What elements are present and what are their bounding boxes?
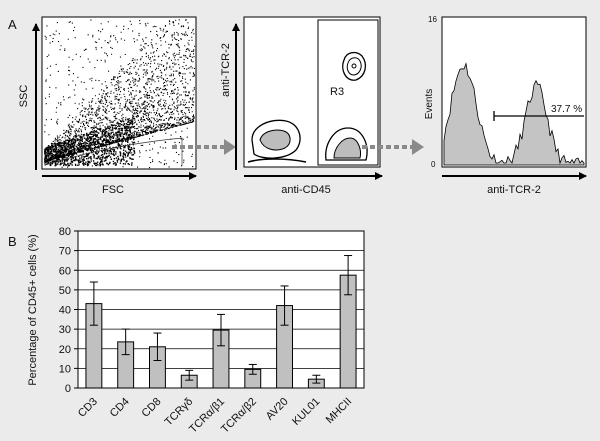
y-tick-label: 0 xyxy=(65,383,71,395)
error-bar-8 xyxy=(344,255,353,296)
gate-r3-label: R3 xyxy=(330,86,344,98)
y-tick-label: 80 xyxy=(59,226,71,238)
contour-plot: R3 anti-TCR-2 anti-CD45 xyxy=(220,16,383,196)
error-bar-5 xyxy=(248,363,257,375)
panel-a-letter: A xyxy=(8,17,17,32)
contour-left-inner xyxy=(259,129,291,151)
flow-arrow-2 xyxy=(362,139,424,155)
scatter-gate xyxy=(44,137,183,166)
contour-upper-outer xyxy=(342,51,367,81)
histogram-x-label: anti-TCR-2 xyxy=(487,184,541,196)
contour-right-outer xyxy=(325,127,368,161)
y-tick-label: 10 xyxy=(59,363,71,375)
scatter-plot: SSC FSC xyxy=(18,16,197,196)
x-tick-label: CD4 xyxy=(108,396,132,420)
contour-upper-core xyxy=(351,63,357,69)
error-bar-0 xyxy=(89,281,98,326)
histogram-y-label: Events xyxy=(424,89,435,120)
bar-chart-y-label: Percentage of CD45+ cells (%) xyxy=(27,234,39,385)
x-tick-label: KUL01 xyxy=(290,396,322,428)
contour-left-outer xyxy=(251,119,301,159)
y-tick-label: 40 xyxy=(59,305,71,317)
scatter-dots xyxy=(44,19,196,169)
y-tick-label: 20 xyxy=(59,344,71,356)
contour-upper-mid xyxy=(346,57,362,76)
histogram-y-max: 16 xyxy=(428,15,437,24)
bar-chart: Percentage of CD45+ cells (%) 0 10 20 30 40 5… xyxy=(27,226,365,436)
y-tick-label: 30 xyxy=(59,324,71,336)
x-tick-label: CD3 xyxy=(76,396,100,420)
error-bar-6 xyxy=(280,285,289,326)
scatter-x-label: FSC xyxy=(102,184,124,196)
error-bar-2 xyxy=(153,332,162,362)
error-bar-1 xyxy=(121,328,130,356)
x-tick-label: CD8 xyxy=(140,396,164,420)
y-tick-label: 50 xyxy=(59,285,71,297)
error-bar-7 xyxy=(312,374,321,384)
y-tick-label: 70 xyxy=(59,246,71,258)
contour-right-inner xyxy=(333,137,361,159)
histogram-area xyxy=(443,62,585,166)
x-tick-label: TCRα/β2 xyxy=(219,396,259,436)
gate-r3 xyxy=(317,19,379,166)
histogram-plot: 37.7 % 16 0 Events anti-TCR-2 xyxy=(424,15,587,196)
contour-x-label: anti-CD45 xyxy=(281,184,331,196)
histogram-marker-percent: 37.7 % xyxy=(551,104,582,115)
flow-arrow-1 xyxy=(172,139,236,155)
x-tick-label: MHCII xyxy=(324,396,355,427)
error-bar-4 xyxy=(217,313,225,347)
error-bar-3 xyxy=(185,369,194,381)
scatter-y-label: SSC xyxy=(18,85,30,108)
histogram-y-min: 0 xyxy=(431,160,436,169)
y-tick-label: 60 xyxy=(59,265,71,277)
contour-y-label: anti-TCR-2 xyxy=(220,43,232,97)
panel-b-letter: B xyxy=(8,234,17,249)
x-tick-label: AV20 xyxy=(264,396,291,423)
